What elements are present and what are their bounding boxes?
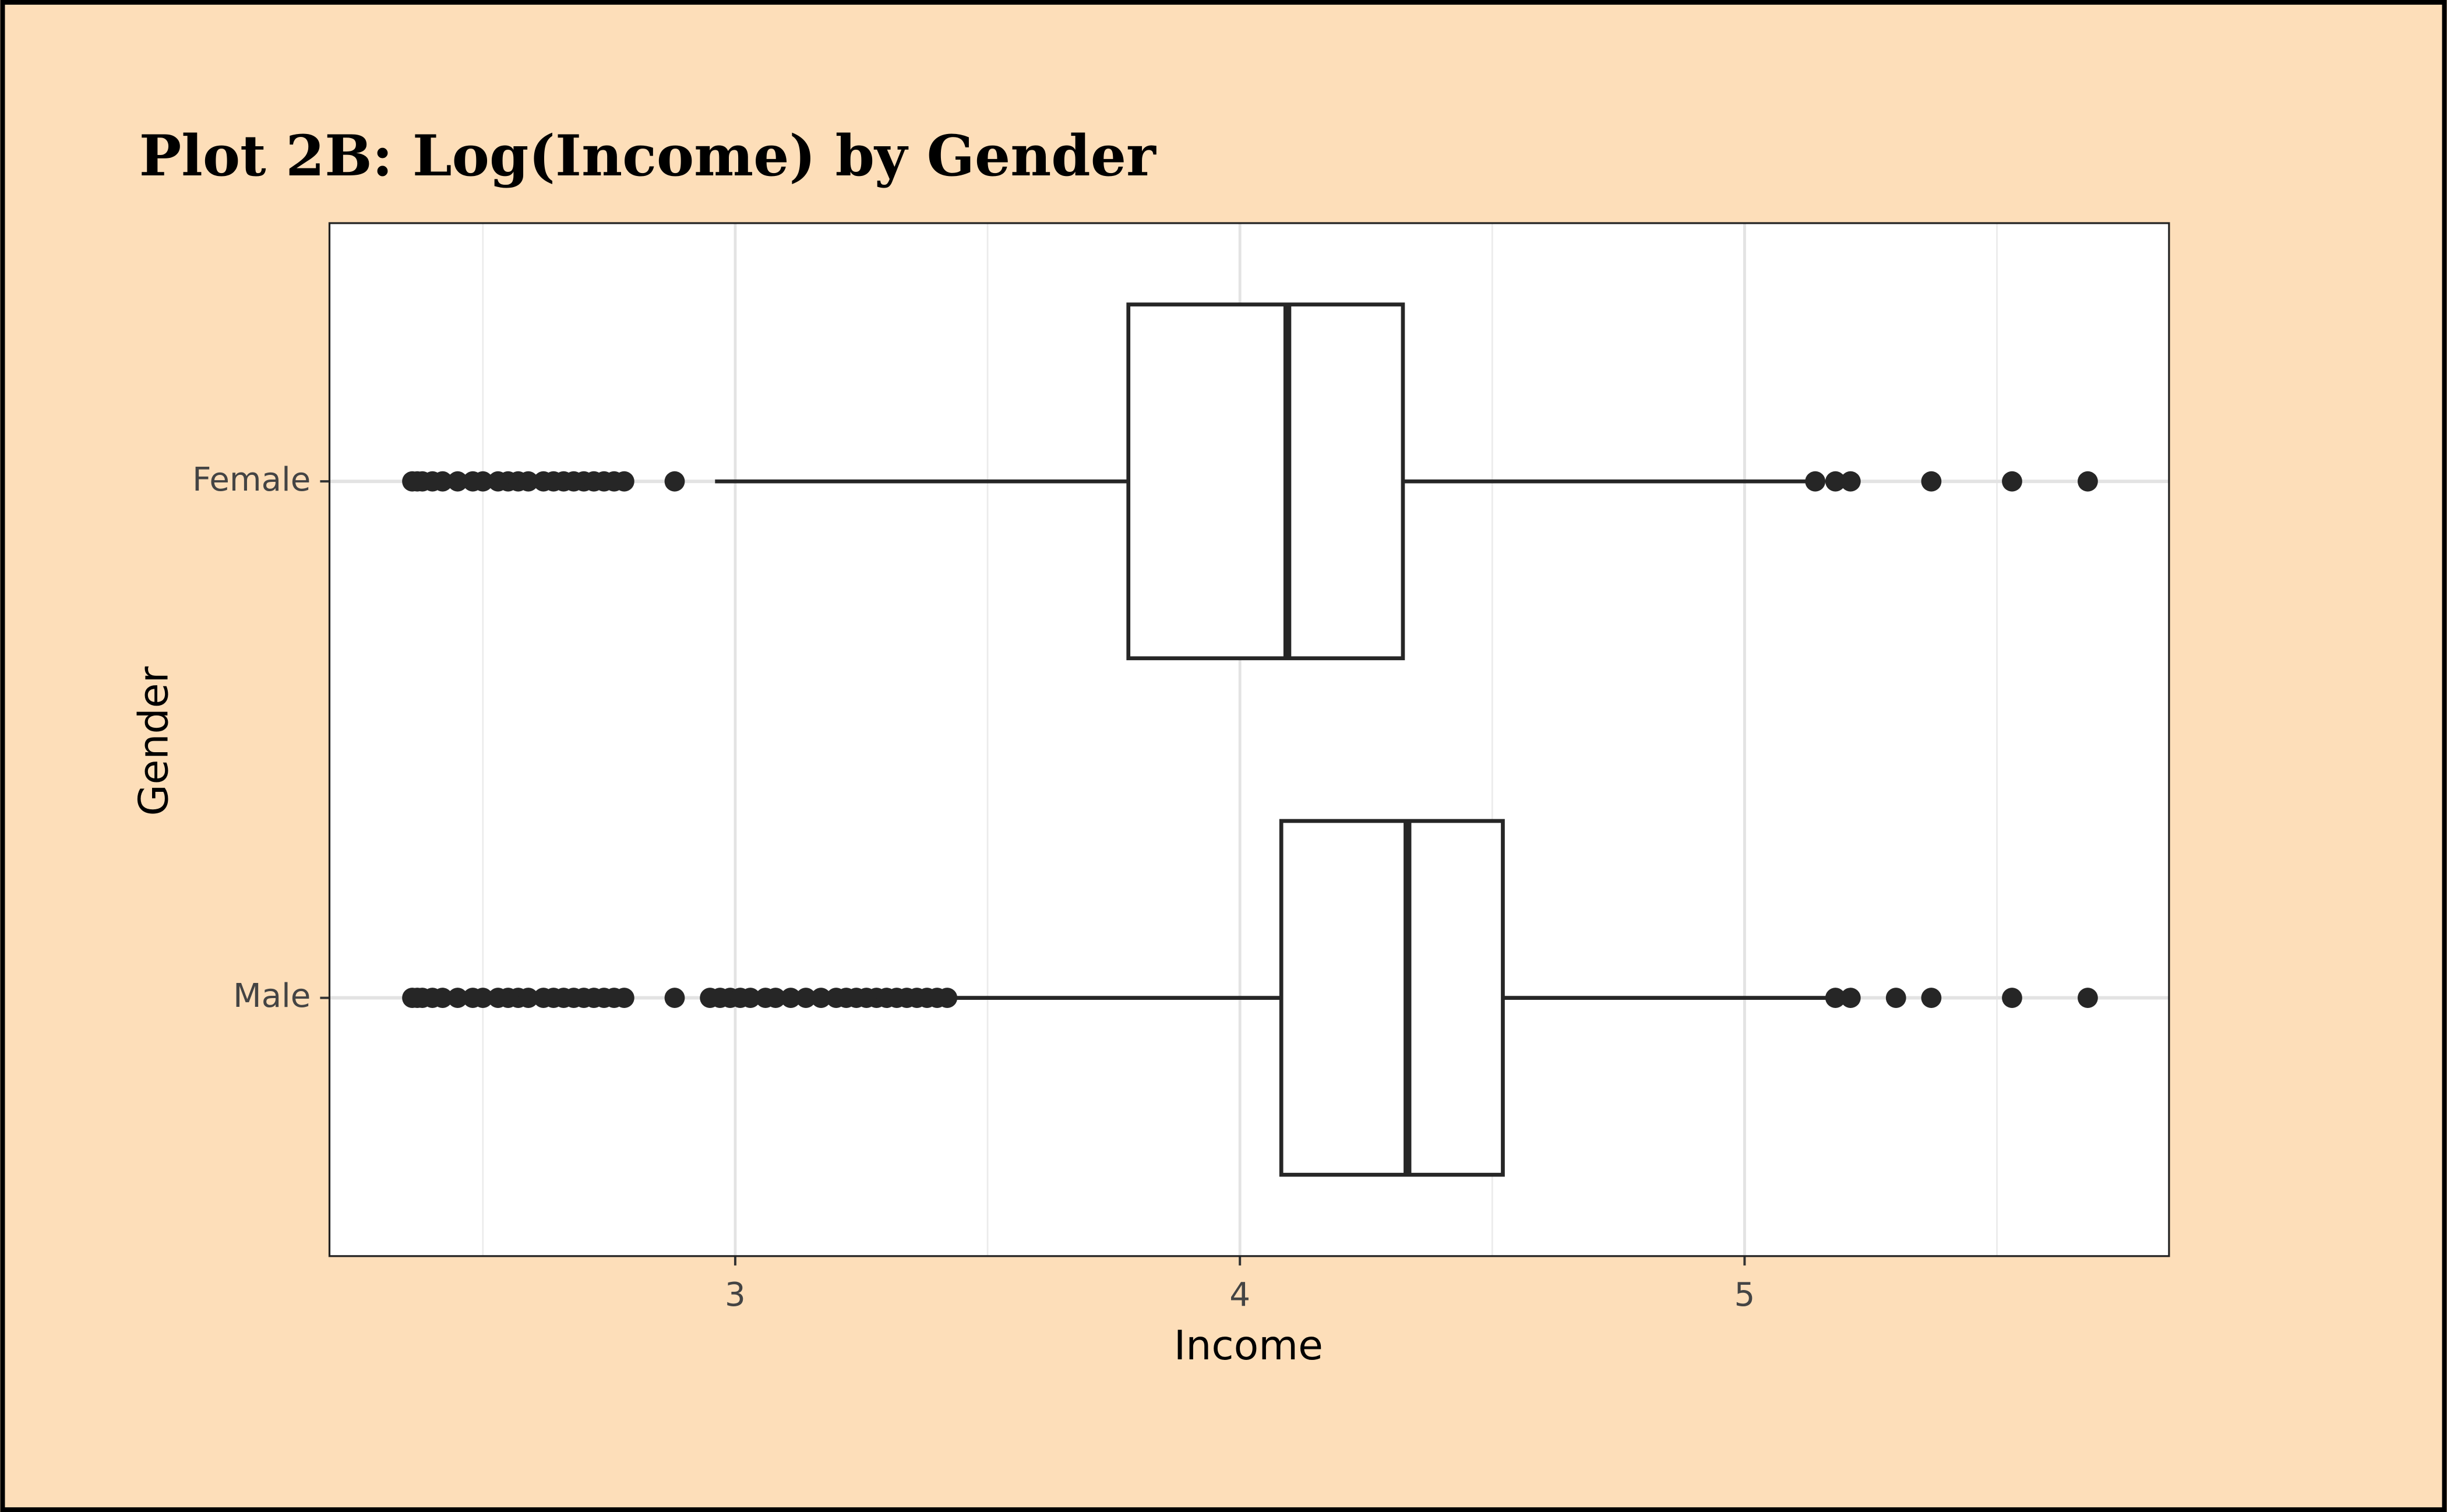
box (1126, 302, 1405, 661)
x-axis-label: Income (1174, 1322, 1323, 1369)
outlier (432, 471, 453, 492)
outlier (473, 471, 493, 492)
outlier (765, 988, 786, 1008)
y-tick-label: Female (192, 461, 311, 499)
outlier (432, 988, 453, 1008)
outlier (2002, 471, 2022, 492)
outlier (518, 988, 539, 1008)
outlier (2002, 988, 2022, 1008)
outlier (740, 988, 761, 1008)
outlier (613, 988, 634, 1008)
outlier (664, 988, 685, 1008)
outlier (447, 471, 468, 492)
outlier (447, 988, 468, 1008)
outlier (2078, 471, 2098, 492)
outlier (1921, 471, 1942, 492)
outlier (1921, 988, 1942, 1008)
outlier (1840, 471, 1861, 492)
outlier (795, 988, 816, 1008)
x-tick-label: 3 (725, 1276, 746, 1314)
outlier (664, 471, 685, 492)
box (1279, 819, 1505, 1177)
outlier (473, 988, 493, 1008)
outlier (2078, 988, 2098, 1008)
y-axis-label: Gender (130, 666, 177, 816)
y-tick-label: Male (233, 977, 311, 1015)
outlier (1840, 988, 1861, 1008)
outlier (518, 471, 539, 492)
outlier (1805, 471, 1826, 492)
x-tick-label: 4 (1229, 1276, 1250, 1314)
outlier (810, 988, 831, 1008)
outlier (1825, 988, 1846, 1008)
outlier (937, 988, 958, 1008)
outlier (1885, 988, 1906, 1008)
x-tick-label: 5 (1734, 1276, 1755, 1314)
panel-border (328, 222, 2170, 1257)
outlier (1825, 471, 1846, 492)
outlier (780, 988, 801, 1008)
outlier (613, 471, 634, 492)
chart-title: Plot 2B: Log(Income) by Gender (139, 122, 1156, 189)
